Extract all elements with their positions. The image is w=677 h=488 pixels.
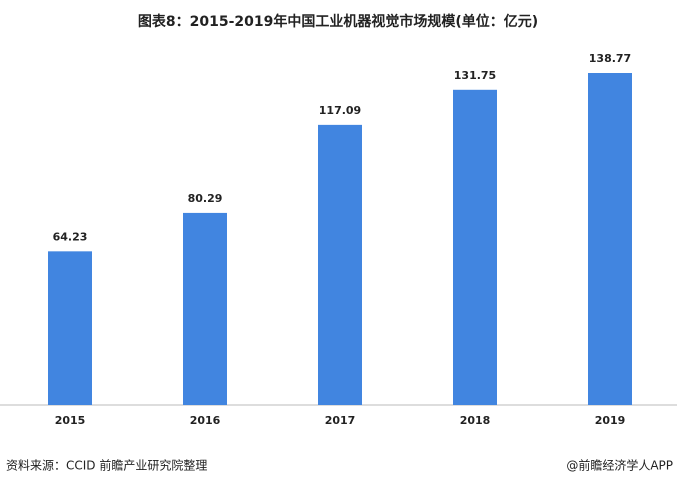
x-tick-label: 2017 — [325, 414, 356, 427]
value-label: 117.09 — [319, 104, 361, 117]
bar — [588, 73, 632, 405]
bar — [453, 89, 497, 405]
x-tick-label: 2015 — [55, 414, 86, 427]
source: 资料来源：CCID 前瞻产业研究院整理 — [6, 458, 207, 473]
value-label: 80.29 — [188, 192, 223, 205]
x-tick-label: 2018 — [460, 414, 491, 427]
value-label: 64.23 — [53, 230, 88, 243]
x-tick-label: 2016 — [190, 414, 221, 427]
value-label: 131.75 — [454, 69, 496, 82]
bar — [183, 212, 227, 405]
chart-title: 图表8：2015-2019年中国工业机器视觉市场规模(单位：亿元) — [138, 13, 538, 30]
value-label: 138.77 — [589, 52, 631, 65]
credit: @前瞻经济学人APP — [566, 458, 673, 473]
bar — [318, 124, 362, 405]
x-tick-label: 2019 — [595, 414, 626, 427]
bar — [48, 251, 92, 405]
